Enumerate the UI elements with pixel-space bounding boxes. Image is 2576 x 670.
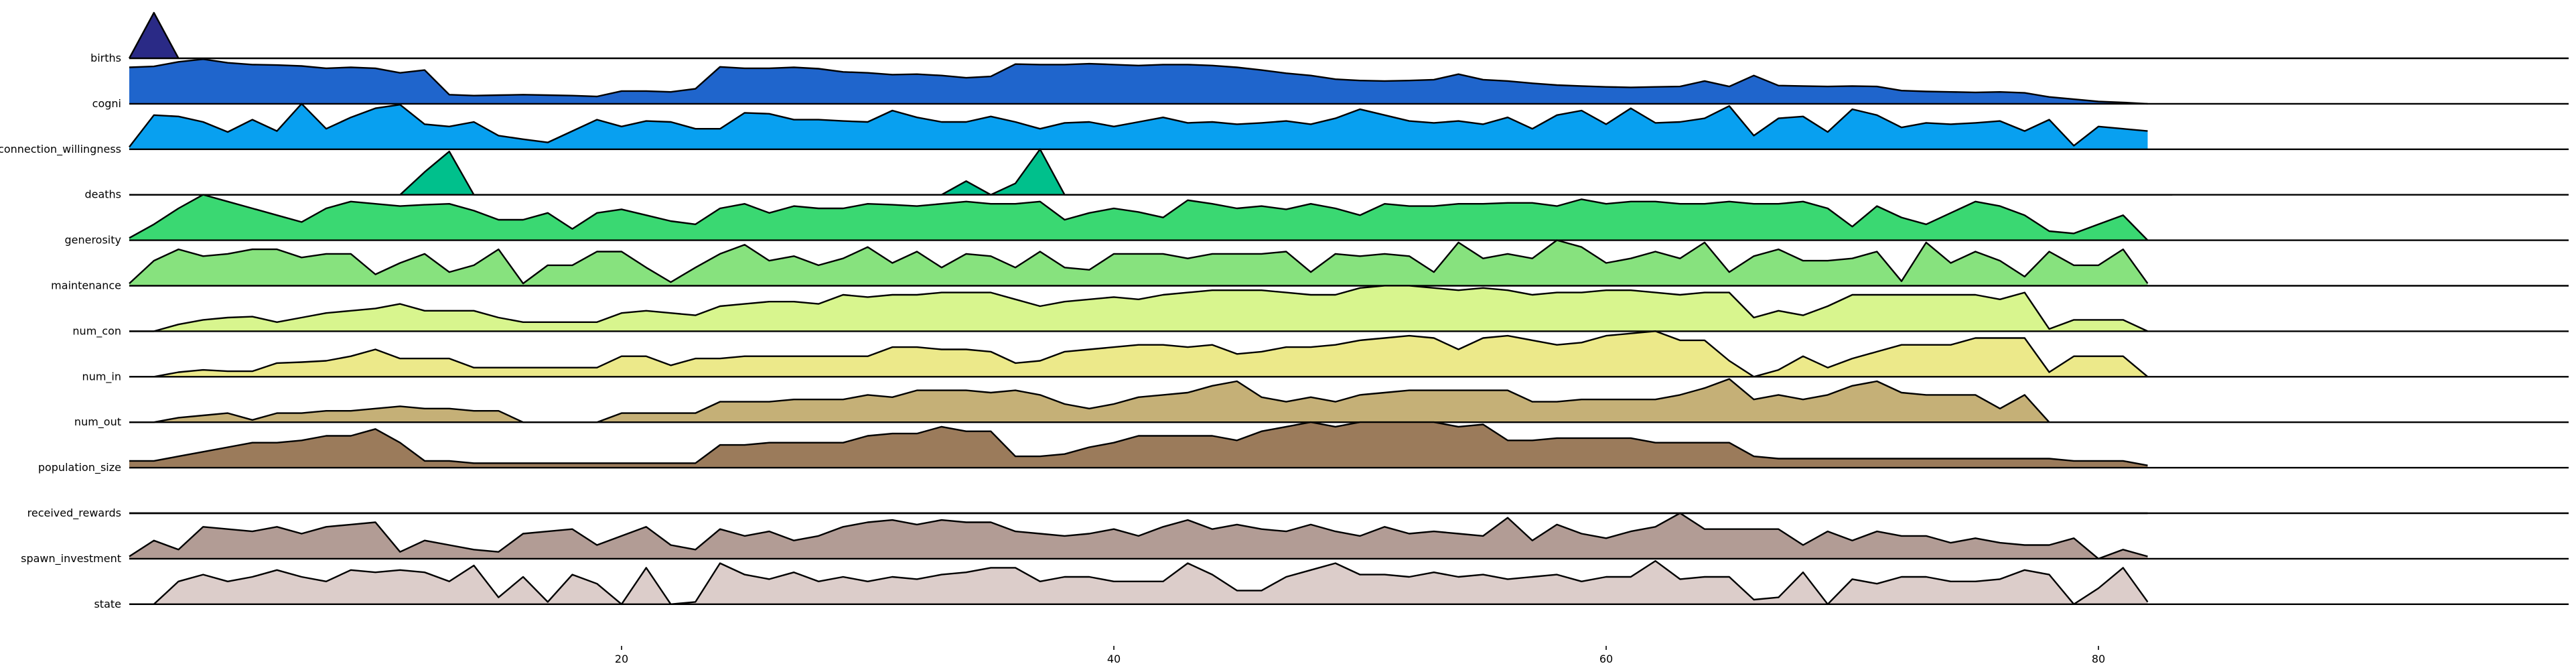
row-label-num-out: num_out <box>74 415 121 429</box>
ridge-outline-generosity <box>129 194 2149 241</box>
ridge-outline-num-out <box>129 378 2050 423</box>
row-label-deaths: deaths <box>84 188 121 201</box>
ridge-outline-maintenance <box>129 239 2149 285</box>
row-label-num-con: num_con <box>72 324 121 338</box>
ridge-area-connection-willingness <box>129 103 2148 149</box>
x-tick-label-20: 20 <box>615 653 628 665</box>
ridge-area-deaths <box>129 149 2173 195</box>
ridge-area-generosity <box>129 194 2148 241</box>
ridge-area-cogni <box>129 59 2148 104</box>
row-label-connection-willingness: connection_willingness <box>0 143 121 156</box>
ridge-area-state <box>129 561 2148 604</box>
row-label-num-in: num_in <box>82 370 121 383</box>
ridge-outline-num-in <box>129 330 2149 378</box>
row-label-births: births <box>90 52 121 64</box>
ridge-outline-state <box>129 560 2149 605</box>
ridge-outline-births <box>128 11 180 59</box>
ridge-outline-num-con <box>129 285 2149 332</box>
x-tick-label-40: 40 <box>1107 653 1121 665</box>
ridge-area-num-con <box>129 285 2148 332</box>
x-axis: 20 40 60 80 <box>615 646 2105 665</box>
row-label-received-rewards: received_rewards <box>27 507 121 520</box>
row-label-population-size: population_size <box>38 461 121 474</box>
row-label-spawn-investment: spawn_investment <box>21 552 121 565</box>
ridge-area-num-out <box>129 379 2050 423</box>
ridge-outline-population-size <box>129 421 2148 466</box>
ridges <box>128 11 2569 605</box>
ridge-outline-spawn-investment <box>129 512 2148 560</box>
ridge-area-population-size <box>129 422 2148 468</box>
x-tick-label-60: 60 <box>1599 653 1613 665</box>
row-label-state: state <box>94 598 121 610</box>
row-label-cogni: cogni <box>92 97 121 110</box>
ridge-area-maintenance <box>129 240 2148 286</box>
row-label-maintenance: maintenance <box>51 279 121 292</box>
ridge-outline-cogni <box>129 58 2148 105</box>
ridge-area-births <box>129 13 179 58</box>
ridge-outline-connection-willingness <box>129 103 2148 148</box>
ridge-area-num-in <box>129 331 2148 377</box>
x-tick-label-80: 80 <box>2092 653 2105 665</box>
row-label-generosity: generosity <box>64 234 121 247</box>
